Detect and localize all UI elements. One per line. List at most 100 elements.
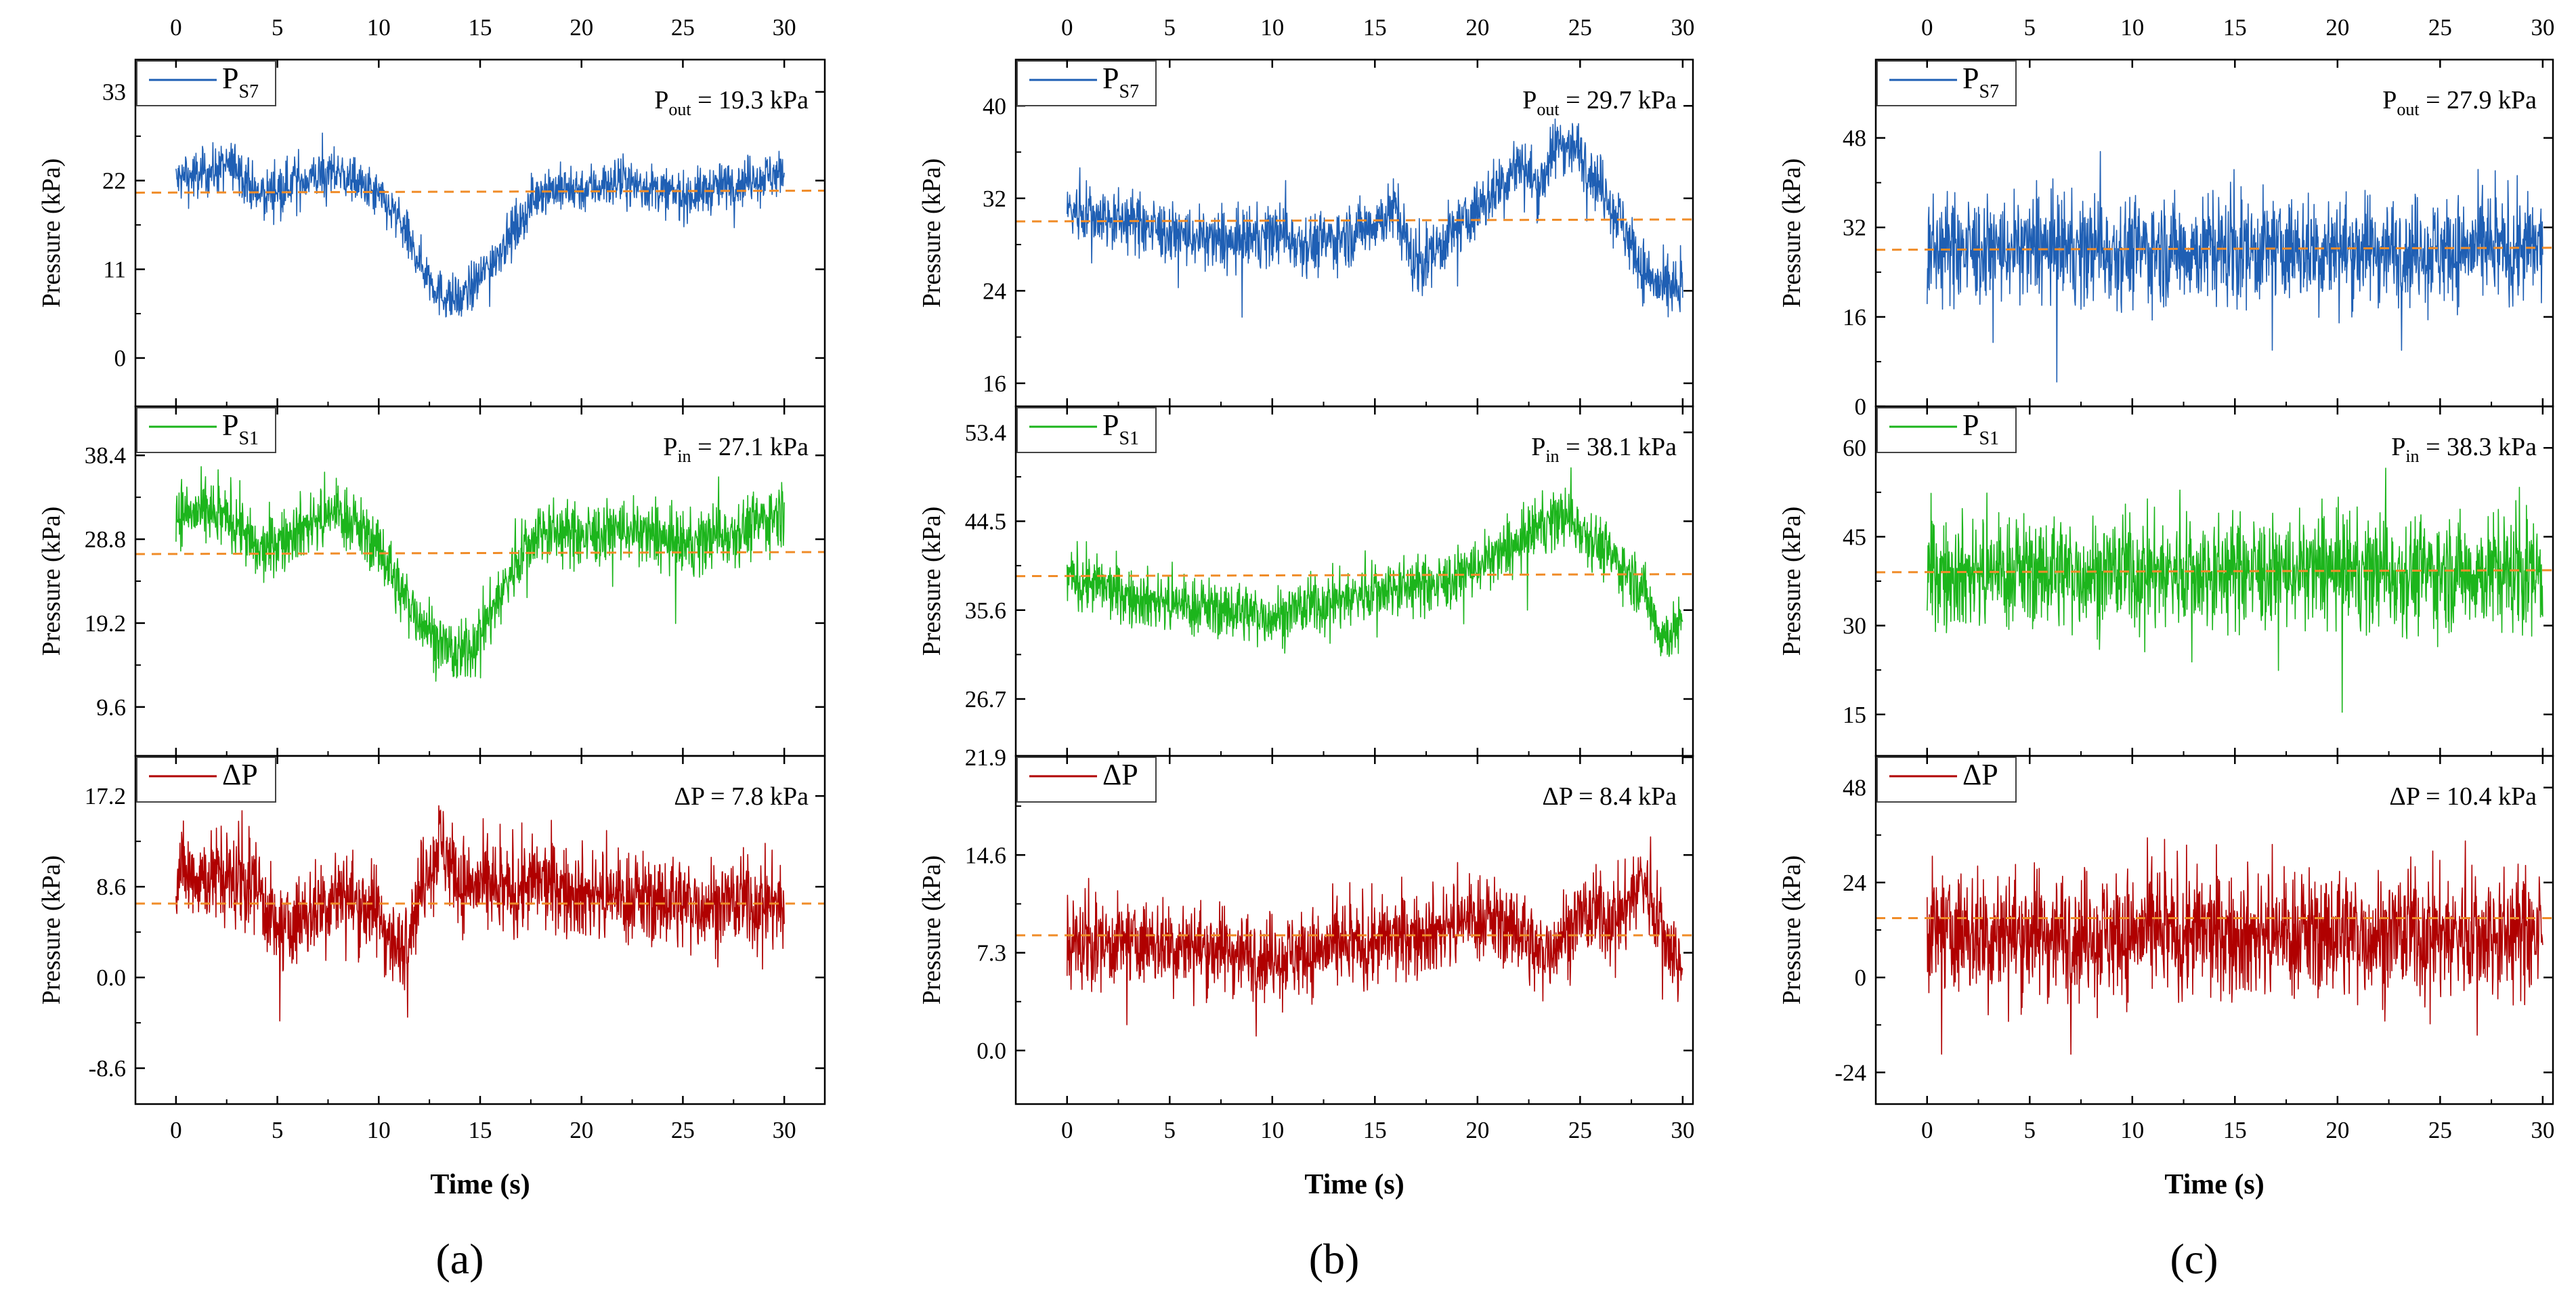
y-tick-label: 45 [1843,524,1866,550]
annot-value: = 27.9 kPa [2420,86,2537,114]
x-tick-label: 10 [1260,1117,1284,1143]
y-tick-label: 16 [1843,304,1866,331]
y-tick-label: 19.2 [85,610,126,637]
x-tick-label-top: 30 [773,14,796,41]
annot-subscript: in [677,446,691,466]
label-main: P [222,62,238,95]
x-tick-label: 30 [1671,1117,1694,1143]
annot-main: P [663,433,677,461]
x-tick-label-top: 20 [1465,14,1489,41]
legend: PS1 [1876,407,2017,453]
legend: ΔP [1016,757,1157,803]
legend: PS1 [1016,407,1157,453]
panel-label: (c) [2170,1235,2218,1283]
legend: PS7 [136,60,276,106]
y-tick-label: 24 [1843,870,1866,896]
x-tick-label-top: 25 [671,14,695,41]
y-tick-label: 24 [983,278,1006,304]
x-tick-label-top: 10 [367,14,391,41]
y-tick-label: 21.9 [965,744,1006,771]
label-main: P [1102,62,1119,95]
legend: PS7 [1016,60,1157,106]
x-tick-label-top: 30 [1671,14,1694,41]
y-axis-label: Pressure (kPa) [918,158,946,308]
y-tick-label: 14.6 [965,842,1006,868]
legend-box [1016,60,1157,106]
legend-label: ΔP [222,758,258,791]
y-tick-label: 26.7 [965,686,1006,713]
series-line-dp [1067,836,1683,1037]
series-line-dp [1927,837,2543,1055]
label-subscript: S1 [238,428,259,449]
y-tick-label: 9.6 [96,694,126,721]
y-tick-label: 60 [1843,435,1866,461]
y-tick-label: 0.0 [96,965,126,991]
x-tick-label: 25 [2428,1117,2452,1143]
x-tick-label-top: 25 [2428,14,2452,41]
y-tick-label: 11 [103,257,126,283]
x-tick-label-top: 10 [1260,14,1284,41]
y-axis-label: Pressure (kPa) [918,855,946,1005]
panel-label: (a) [435,1235,484,1283]
annot-value: = 10.4 kPa [2420,782,2537,811]
y-tick-label: 32 [1843,215,1866,241]
legend-box [1016,757,1157,803]
y-axis-label: Pressure (kPa) [1778,855,1806,1005]
y-tick-label: 33 [102,79,126,106]
x-tick-label: 15 [469,1117,492,1143]
legend-label: PS7 [1102,62,1139,102]
annot-value: = 19.3 kPa [691,86,809,114]
label-subscript: S7 [1119,81,1139,102]
mean-annotation: Pin = 27.1 kPa [663,433,809,466]
legend: PS7 [1876,60,2017,106]
x-tick-label-top: 10 [2120,14,2144,41]
annot-subscript: out [668,100,691,119]
label-subscript: S7 [238,81,259,102]
x-tick-label-top: 15 [2223,14,2247,41]
x-tick-label-top: 20 [2325,14,2349,41]
label-subscript: S7 [1979,81,1999,102]
series-line-ps1 [1927,467,2543,713]
mean-annotation: ΔP = 8.4 kPa [1542,782,1677,811]
y-tick-label: -8.6 [89,1055,126,1082]
x-tick-label: 10 [2120,1117,2144,1143]
label-main: ΔP [1962,758,1998,791]
annot-value: = 38.1 kPa [1560,433,1677,461]
label-main: P [222,408,238,442]
y-tick-label: 38.4 [85,442,126,469]
x-tick-label: 25 [671,1117,695,1143]
label-main: P [1962,62,1979,95]
mean-annotation: ΔP = 10.4 kPa [2389,782,2537,811]
legend-label: PS1 [1102,408,1139,449]
y-tick-label: 15 [1843,702,1866,728]
mean-dashed-line [135,189,825,194]
legend-box [1876,407,2017,453]
y-tick-label: 0 [1855,394,1867,420]
label-main: ΔP [1102,758,1138,791]
mean-dashed-line [135,551,825,555]
mean-annotation: Pin = 38.1 kPa [1531,433,1677,466]
y-axis-label: Pressure (kPa) [37,158,66,308]
y-tick-label: 35.6 [965,597,1006,624]
annot-main: P [1531,433,1545,461]
y-tick-label: 0.0 [976,1038,1006,1064]
annot-main: P [654,86,668,114]
annot-subscript: in [1545,446,1559,466]
annot-value: = 38.3 kPa [2420,433,2537,461]
x-tick-label: 0 [1061,1117,1073,1143]
legend-label: PS7 [222,62,259,102]
legend-box [1016,407,1157,453]
x-tick-label-top: 25 [1568,14,1592,41]
x-axis-label: Time (s) [430,1169,530,1200]
x-tick-label: 15 [2223,1117,2247,1143]
annot-subscript: out [2397,100,2420,119]
x-tick-label: 0 [170,1117,182,1143]
x-tick-label-top: 0 [1061,14,1073,41]
legend-label: ΔP [1962,758,1998,791]
series-line-ps7 [175,132,785,318]
